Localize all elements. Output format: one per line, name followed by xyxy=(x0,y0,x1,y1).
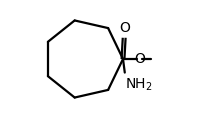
Text: O: O xyxy=(119,21,130,35)
Text: NH$_2$: NH$_2$ xyxy=(125,77,152,93)
Text: O: O xyxy=(134,52,145,66)
